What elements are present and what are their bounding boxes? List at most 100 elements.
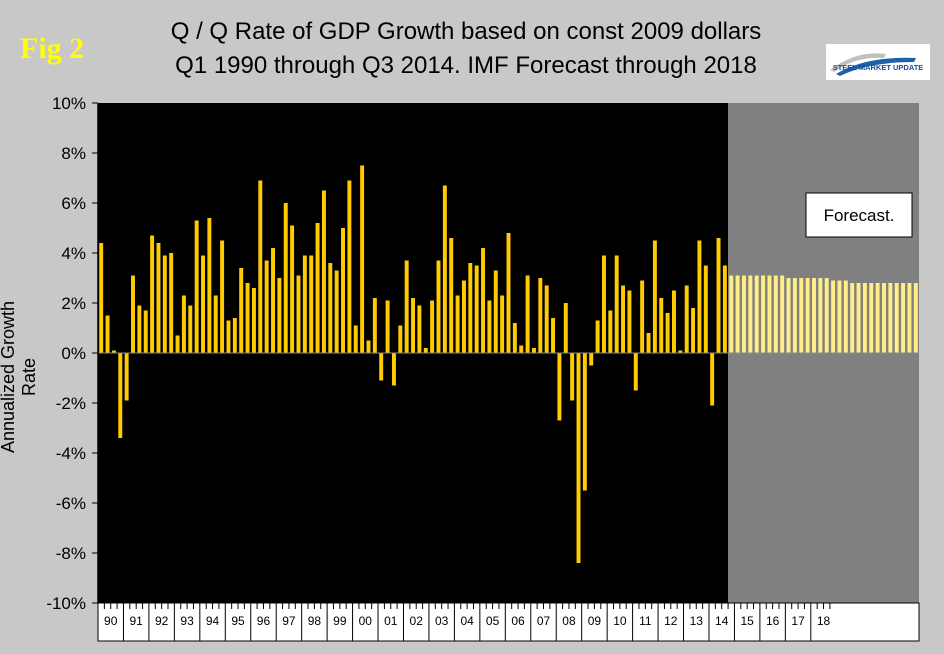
gdp-bar [443,186,447,354]
y-tick-label: 0% [61,344,86,363]
gdp-bar [379,353,383,381]
forecast-bar [787,278,791,353]
gdp-bar [214,296,218,354]
gdp-bar [354,326,358,354]
gdp-bar [424,348,428,353]
gdp-bar [297,276,301,354]
x-year-label: 16 [766,614,780,628]
forecast-bar [780,276,784,354]
y-tick-label: -4% [56,444,86,463]
gdp-bar [373,298,377,353]
gdp-bar [163,256,167,354]
x-year-label: 96 [257,614,271,628]
x-year-label: 00 [359,614,373,628]
x-year-label: 04 [460,614,474,628]
gdp-bar [717,238,721,353]
forecast-bar [736,276,740,354]
forecast-bar [888,283,892,353]
x-year-label: 02 [410,614,424,628]
gdp-bar [545,286,549,354]
forecast-bar [857,283,861,353]
x-year-label: 18 [817,614,831,628]
forecast-bar [748,276,752,354]
gdp-bar [519,346,523,354]
y-tick-label: 4% [61,244,86,263]
y-tick-label: -6% [56,494,86,513]
forecast-bar [895,283,899,353]
forecast-bar [729,276,733,354]
gdp-bar [494,271,498,354]
gdp-bar [666,313,670,353]
gdp-bar [271,248,275,353]
gdp-bar [125,353,129,401]
gdp-bar [583,353,587,491]
gdp-bar [621,286,625,354]
gdp-bar [647,333,651,353]
forecast-bar [837,281,841,354]
gdp-bar [322,191,326,354]
forecast-bar [831,281,835,354]
x-year-label: 12 [664,614,678,628]
gdp-bar [437,261,441,354]
gdp-bar [653,241,657,354]
gdp-bar [659,298,663,353]
x-year-label: 15 [740,614,754,628]
x-year-label: 92 [155,614,169,628]
gdp-bar [449,238,453,353]
gdp-bar [634,353,638,391]
gdp-bar [347,181,351,354]
gdp-bar [704,266,708,354]
gdp-bar [596,321,600,354]
y-tick-label: 2% [61,294,86,313]
y-tick-label: 10% [52,94,86,113]
gdp-bar [513,323,517,353]
gdp-bar [589,353,593,366]
gdp-bar [538,278,542,353]
gdp-bar [691,308,695,353]
x-year-label: 11 [639,614,652,628]
gdp-bar [462,281,466,354]
x-year-label: 95 [231,614,245,628]
forecast-bar [876,283,880,353]
gdp-bar [468,263,472,353]
forecast-bar [869,283,873,353]
gdp-bar [640,281,644,354]
forecast-bar [755,276,759,354]
gdp-bar [627,291,631,354]
gdp-bar [405,261,409,354]
gdp-bar [284,203,288,353]
gdp-bar [252,288,256,353]
forecast-bar [761,276,765,354]
gdp-bar [398,326,402,354]
forecast-bar [863,283,867,353]
gdp-bar [265,261,269,354]
gdp-bar [481,248,485,353]
forecast-bar [742,276,746,354]
x-year-label: 91 [130,614,144,628]
gdp-bar [487,301,491,354]
gdp-bar [367,341,371,354]
gdp-bar [316,223,320,353]
forecast-bar [901,283,905,353]
gdp-bar [226,321,230,354]
gdp-bar [309,256,313,354]
gdp-bar [182,296,186,354]
gdp-bar [608,311,612,354]
forecast-bar [844,281,848,354]
y-tick-label: -2% [56,394,86,413]
gdp-bar [430,301,434,354]
gdp-bar [551,318,555,353]
x-year-label: 03 [435,614,449,628]
gdp-bar [723,266,727,354]
x-year-label: 14 [715,614,729,628]
gdp-bar [144,311,148,354]
gdp-bar [233,318,237,353]
gdp-bar [131,276,135,354]
y-tick-label: -8% [56,544,86,563]
gdp-bar [290,226,294,354]
gdp-bar [386,301,390,354]
forecast-bar [882,283,886,353]
x-year-label: 01 [384,614,398,628]
x-year-label: 05 [486,614,500,628]
gdp-bar [99,243,103,353]
